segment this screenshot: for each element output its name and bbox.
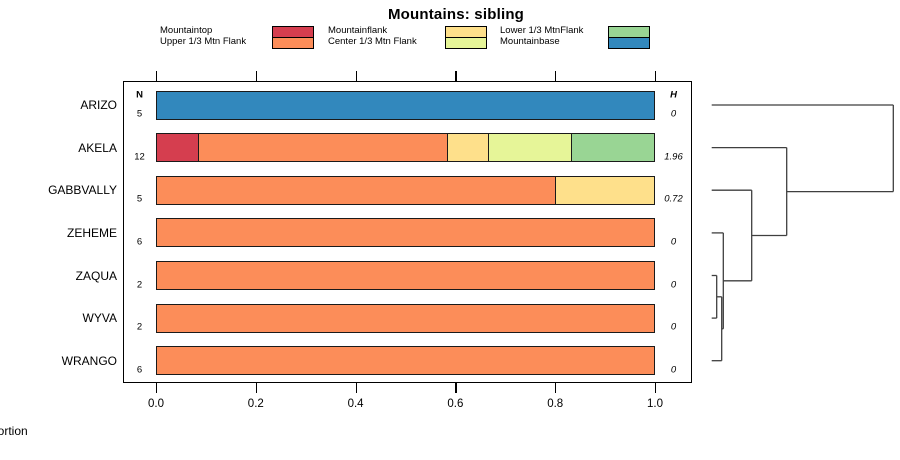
n-column-header: N (136, 89, 143, 101)
plot-box (123, 81, 692, 383)
legend-label-mountainflank: Mountainflank (328, 25, 388, 36)
n-value-gabbvally: 5 (136, 193, 143, 205)
legend-label-center-1-3-mtn-flank: Center 1/3 Mtn Flank (328, 36, 417, 47)
bottom-x-tick (555, 383, 557, 393)
bar-wrango (156, 346, 655, 376)
row-label-arizo: ARIZO (80, 98, 117, 112)
bottom-x-tick (655, 383, 657, 393)
n-value-wyva: 2 (136, 321, 143, 333)
bar-segment-lower-1-3-mtnflank (571, 134, 654, 162)
x-tick-label: 0.8 (547, 398, 564, 410)
top-x-tick (255, 71, 257, 81)
bar-segment-center-1-3-mtn-flank (488, 134, 572, 162)
n-value-wrango: 6 (136, 364, 143, 376)
legend-swatch-mountainflank (446, 27, 486, 37)
legend-swatches (445, 26, 487, 49)
row-label-zeheme: ZEHEME (66, 225, 117, 240)
x-axis-label: Proportion (0, 424, 28, 438)
chart-title: Mountains: sibling (387, 6, 525, 23)
bar-segment-upper-1-3-mtn-flank (157, 262, 654, 289)
legend-labels: Mountaintop Upper 1/3 Mtn Flank (160, 25, 246, 47)
bar-segment-upper-1-3-mtn-flank (157, 347, 654, 375)
top-x-tick (156, 71, 158, 81)
top-x-tick (655, 71, 657, 81)
x-tick-label: 0.4 (347, 398, 364, 410)
bar-arizo (156, 90, 655, 120)
n-value-akela: 12 (134, 151, 145, 163)
bar-gabbvally (156, 175, 655, 205)
bar-segment-mountainflank (554, 176, 654, 204)
legend-labels: Mountainflank Center 1/3 Mtn Flank (328, 25, 417, 47)
bar-zaqua (156, 261, 655, 290)
x-tick-label: 0.2 (247, 398, 264, 410)
n-value-zaqua: 2 (136, 279, 143, 290)
h-column-header: H (670, 89, 677, 101)
legend-label-upper-1-3-mtn-flank: Upper 1/3 Mtn Flank (160, 36, 247, 47)
x-tick-label: 0.6 (447, 398, 464, 410)
bar-segment-upper-1-3-mtn-flank (157, 176, 555, 204)
n-value-zeheme: 6 (136, 236, 143, 248)
top-x-tick (455, 71, 457, 81)
top-x-tick (555, 71, 557, 81)
legend-swatches (272, 26, 314, 49)
row-label-akela: AKELA (78, 140, 117, 155)
legend-labels: Lower 1/3 MtnFlank Mountainbase (500, 25, 583, 47)
x-tick-label: 0.0 (148, 398, 164, 410)
bottom-x-tick (355, 383, 357, 393)
bottom-x-tick (156, 383, 158, 393)
legend-swatch-mountaintop (273, 27, 313, 37)
h-value-akela: 1.96 (664, 151, 683, 163)
n-value-arizo: 5 (136, 108, 143, 120)
bar-wyva (156, 303, 655, 333)
h-value-wyva: 0 (670, 321, 677, 333)
h-value-wrango: 0 (670, 364, 677, 376)
h-value-gabbvally: 0.72 (664, 193, 683, 205)
row-label-gabbvally: GABBVALLY (48, 183, 117, 198)
legend-swatches (608, 26, 650, 49)
legend-swatch-upper-1-3-mtn-flank (273, 37, 313, 48)
legend-label-mountainbase: Mountainbase (500, 36, 560, 47)
h-value-zaqua: 0 (670, 279, 677, 290)
row-label-wyva: WYVA (82, 311, 117, 326)
row-label-zaqua: ZAQUA (75, 268, 117, 283)
row-label-wrango: WRANGO (61, 353, 117, 368)
x-tick-label: 1.0 (647, 398, 663, 410)
bottom-x-tick (255, 383, 257, 393)
bottom-x-tick (455, 383, 457, 393)
legend-label-mountaintop: Mountaintop (160, 25, 213, 36)
legend-swatch-mountainbase (609, 37, 649, 48)
h-value-zeheme: 0 (670, 236, 677, 248)
legend-label-lower-1-3-mtnflank: Lower 1/3 MtnFlank (500, 25, 584, 36)
bar-akela (156, 133, 655, 163)
legend-swatch-center-1-3-mtn-flank (446, 37, 486, 48)
bar-zeheme (156, 218, 655, 248)
bar-segment-mountaintop (157, 134, 199, 162)
bar-segment-upper-1-3-mtn-flank (198, 134, 447, 162)
bar-segment-mountainbase (157, 91, 654, 119)
bar-segment-mountainflank (446, 134, 489, 162)
top-x-tick (355, 71, 357, 81)
h-value-arizo: 0 (670, 108, 677, 120)
bar-segment-upper-1-3-mtn-flank (157, 304, 654, 332)
bar-segment-upper-1-3-mtn-flank (157, 219, 654, 247)
legend-swatch-lower-1-3-mtnflank (609, 27, 649, 37)
